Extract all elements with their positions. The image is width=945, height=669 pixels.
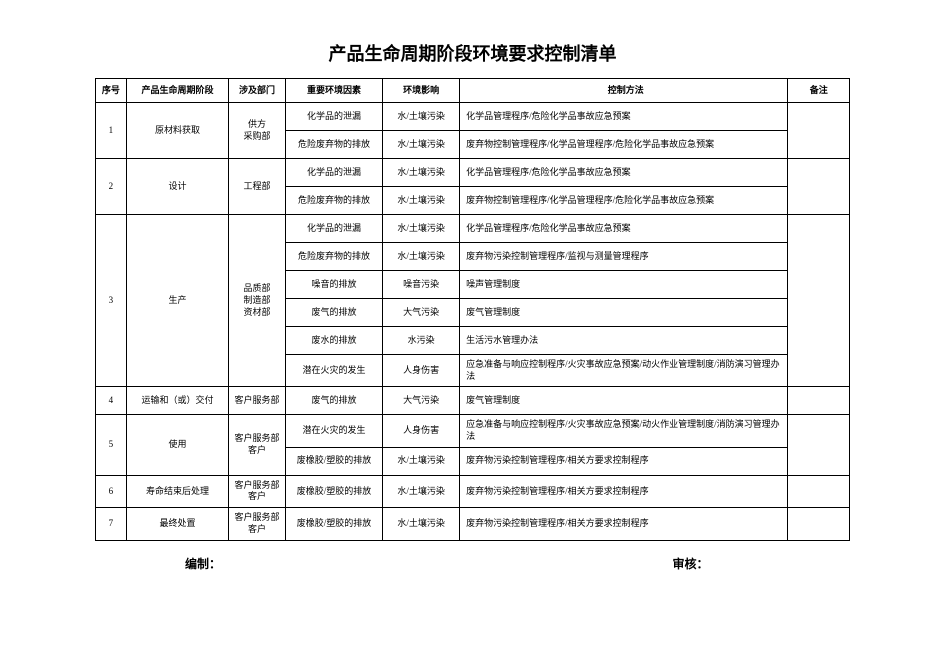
- cell-ctrl: 化学品管理程序/危险化学品事故应急预案: [460, 159, 788, 187]
- th-ctrl: 控制方法: [460, 79, 788, 103]
- cell-stage: 使用: [126, 415, 229, 475]
- cell-factor: 危险废弃物的排放: [285, 187, 382, 215]
- cell-ctrl: 生活污水管理办法: [460, 327, 788, 355]
- cell-note: [788, 475, 850, 507]
- cell-factor: 危险废弃物的排放: [285, 243, 382, 271]
- cell-seq: 5: [96, 415, 127, 475]
- cell-note: [788, 415, 850, 475]
- cell-stage: 运输和（或）交付: [126, 387, 229, 415]
- th-factor: 重要环境因素: [285, 79, 382, 103]
- cell-seq: 7: [96, 508, 127, 540]
- cell-impact: 人身伤害: [383, 355, 460, 387]
- table-row: 1原材料获取供方采购部化学品的泄漏水/土壤污染化学品管理程序/危险化学品事故应急…: [96, 103, 850, 131]
- table-body: 1原材料获取供方采购部化学品的泄漏水/土壤污染化学品管理程序/危险化学品事故应急…: [96, 103, 850, 541]
- cell-factor: 废橡胶/塑胶的排放: [285, 475, 382, 507]
- cell-dept: 客户服务部客户: [229, 508, 285, 540]
- cell-stage: 寿命结束后处理: [126, 475, 229, 507]
- cell-dept: 工程部: [229, 159, 285, 215]
- cell-ctrl: 废弃物控制管理程序/化学品管理程序/危险化学品事故应急预案: [460, 187, 788, 215]
- cell-note: [788, 387, 850, 415]
- cell-impact: 水/土壤污染: [383, 508, 460, 540]
- control-table: 序号 产品生命周期阶段 涉及部门 重要环境因素 环境影响 控制方法 备注 1原材…: [95, 78, 850, 541]
- cell-factor: 危险废弃物的排放: [285, 131, 382, 159]
- cell-seq: 3: [96, 215, 127, 387]
- cell-dept: 客户服务部客户: [229, 475, 285, 507]
- cell-dept: 客户服务部客户: [229, 415, 285, 475]
- table-row: 3生产品质部制造部资材部化学品的泄漏水/土壤污染化学品管理程序/危险化学品事故应…: [96, 215, 850, 243]
- cell-impact: 大气污染: [383, 299, 460, 327]
- cell-ctrl: 废弃物污染控制管理程序/相关方要求控制程序: [460, 475, 788, 507]
- table-row: 2设计工程部化学品的泄漏水/土壤污染化学品管理程序/危险化学品事故应急预案: [96, 159, 850, 187]
- cell-ctrl: 化学品管理程序/危险化学品事故应急预案: [460, 215, 788, 243]
- cell-factor: 噪音的排放: [285, 271, 382, 299]
- cell-dept: 品质部制造部资材部: [229, 215, 285, 387]
- cell-factor: 化学品的泄漏: [285, 159, 382, 187]
- table-header-row: 序号 产品生命周期阶段 涉及部门 重要环境因素 环境影响 控制方法 备注: [96, 79, 850, 103]
- th-seq: 序号: [96, 79, 127, 103]
- cell-impact: 水/土壤污染: [383, 215, 460, 243]
- cell-seq: 4: [96, 387, 127, 415]
- cell-impact: 人身伤害: [383, 415, 460, 447]
- cell-ctrl: 废弃物污染控制管理程序/相关方要求控制程序: [460, 447, 788, 475]
- cell-impact: 水污染: [383, 327, 460, 355]
- cell-seq: 6: [96, 475, 127, 507]
- cell-stage: 最终处置: [126, 508, 229, 540]
- cell-impact: 水/土壤污染: [383, 243, 460, 271]
- cell-ctrl: 应急准备与响应控制程序/火灾事故应急预案/动火作业管理制度/消防演习管理办法: [460, 355, 788, 387]
- cell-factor: 废橡胶/塑胶的排放: [285, 508, 382, 540]
- cell-factor: 潜在火灾的发生: [285, 415, 382, 447]
- th-stage: 产品生命周期阶段: [126, 79, 229, 103]
- cell-ctrl: 废弃物污染控制管理程序/相关方要求控制程序: [460, 508, 788, 540]
- cell-factor: 化学品的泄漏: [285, 103, 382, 131]
- cell-impact: 水/土壤污染: [383, 187, 460, 215]
- cell-ctrl: 废弃物控制管理程序/化学品管理程序/危险化学品事故应急预案: [460, 131, 788, 159]
- cell-ctrl: 化学品管理程序/危险化学品事故应急预案: [460, 103, 788, 131]
- cell-ctrl: 废弃物污染控制管理程序/监视与测量管理程序: [460, 243, 788, 271]
- table-row: 5使用客户服务部客户潜在火灾的发生人身伤害应急准备与响应控制程序/火灾事故应急预…: [96, 415, 850, 447]
- th-impact: 环境影响: [383, 79, 460, 103]
- page-title: 产品生命周期阶段环境要求控制清单: [95, 40, 850, 66]
- cell-ctrl: 废气管理制度: [460, 299, 788, 327]
- th-note: 备注: [788, 79, 850, 103]
- cell-factor: 潜在火灾的发生: [285, 355, 382, 387]
- cell-factor: 废橡胶/塑胶的排放: [285, 447, 382, 475]
- compile-label: 编制：: [95, 555, 473, 572]
- cell-factor: 废气的排放: [285, 387, 382, 415]
- cell-ctrl: 噪声管理制度: [460, 271, 788, 299]
- cell-dept: 供方采购部: [229, 103, 285, 159]
- cell-impact: 噪音污染: [383, 271, 460, 299]
- cell-impact: 水/土壤污染: [383, 159, 460, 187]
- cell-impact: 水/土壤污染: [383, 475, 460, 507]
- footer: 编制： 审核：: [95, 555, 850, 572]
- cell-impact: 水/土壤污染: [383, 447, 460, 475]
- cell-ctrl: 废气管理制度: [460, 387, 788, 415]
- cell-seq: 2: [96, 159, 127, 215]
- cell-note: [788, 508, 850, 540]
- table-row: 6寿命结束后处理客户服务部客户废橡胶/塑胶的排放水/土壤污染废弃物污染控制管理程…: [96, 475, 850, 507]
- cell-factor: 废气的排放: [285, 299, 382, 327]
- cell-seq: 1: [96, 103, 127, 159]
- cell-note: [788, 159, 850, 215]
- table-row: 7最终处置客户服务部客户废橡胶/塑胶的排放水/土壤污染废弃物污染控制管理程序/相…: [96, 508, 850, 540]
- cell-stage: 生产: [126, 215, 229, 387]
- review-label: 审核：: [473, 555, 851, 572]
- table-row: 4运输和（或）交付客户服务部废气的排放大气污染废气管理制度: [96, 387, 850, 415]
- cell-impact: 水/土壤污染: [383, 131, 460, 159]
- cell-ctrl: 应急准备与响应控制程序/火灾事故应急预案/动火作业管理制度/消防演习管理办法: [460, 415, 788, 447]
- cell-stage: 原材料获取: [126, 103, 229, 159]
- cell-factor: 废水的排放: [285, 327, 382, 355]
- cell-stage: 设计: [126, 159, 229, 215]
- cell-impact: 水/土壤污染: [383, 103, 460, 131]
- th-dept: 涉及部门: [229, 79, 285, 103]
- cell-note: [788, 215, 850, 387]
- cell-factor: 化学品的泄漏: [285, 215, 382, 243]
- cell-dept: 客户服务部: [229, 387, 285, 415]
- cell-impact: 大气污染: [383, 387, 460, 415]
- cell-note: [788, 103, 850, 159]
